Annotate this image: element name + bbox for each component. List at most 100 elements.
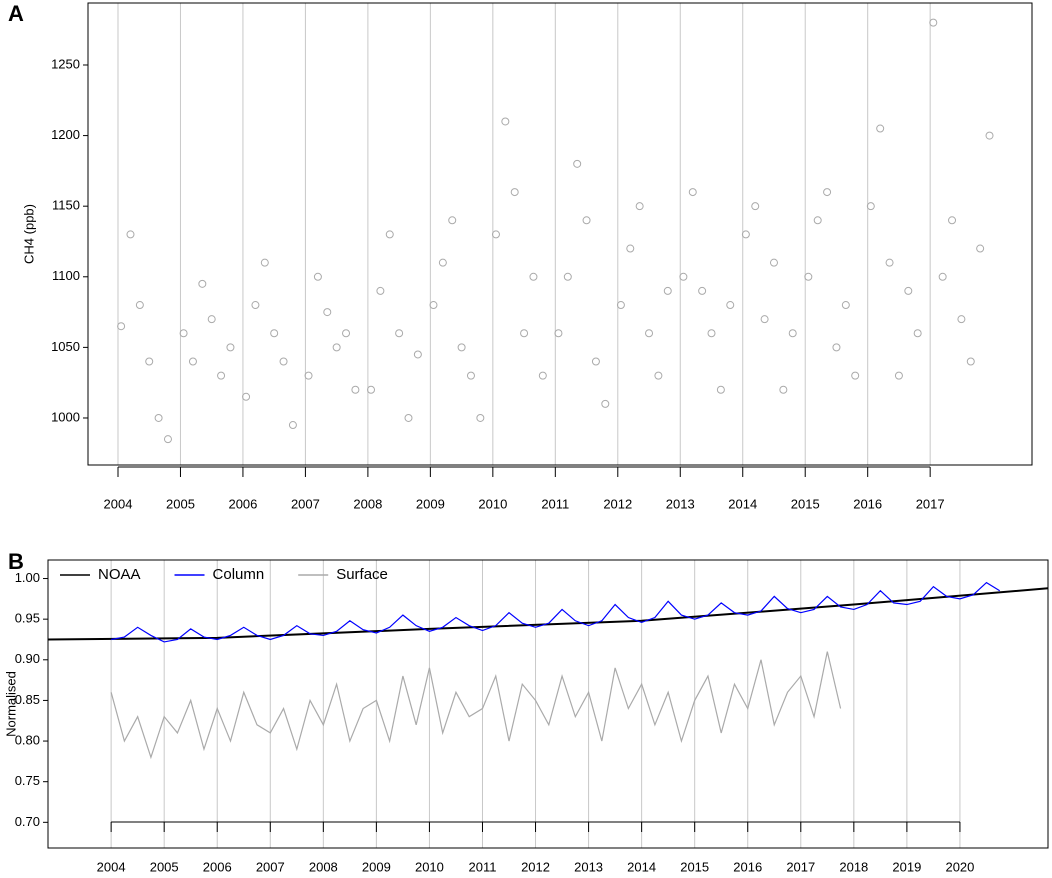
x-tick-label: 2007 [256, 859, 285, 874]
legend-label: NOAA [98, 566, 141, 583]
x-tick-label: 2010 [478, 496, 507, 511]
point [429, 301, 438, 310]
point [226, 343, 235, 352]
y-tick-label: 0.75 [15, 773, 40, 788]
point [260, 258, 269, 267]
x-tick-label: 2012 [603, 496, 632, 511]
point [601, 399, 610, 408]
point [198, 279, 207, 288]
x-tick-label: 2012 [521, 859, 550, 874]
point [313, 272, 322, 281]
point [126, 230, 135, 239]
point [270, 329, 279, 338]
point [554, 329, 563, 338]
point [654, 371, 663, 380]
point [163, 435, 172, 444]
point [688, 188, 697, 197]
point [635, 202, 644, 211]
point [288, 421, 297, 430]
point [726, 301, 735, 310]
point [679, 272, 688, 281]
point [145, 357, 154, 366]
point [448, 216, 457, 225]
point [573, 159, 582, 168]
x-tick-label: 2010 [415, 859, 444, 874]
point [626, 244, 635, 253]
point [948, 216, 957, 225]
point [663, 286, 672, 295]
x-tick-label: 2006 [203, 859, 232, 874]
panel-label: B [8, 549, 24, 574]
series-line [47, 587, 1049, 641]
x-tick-label: 2013 [574, 859, 603, 874]
point [563, 272, 572, 281]
point [591, 357, 600, 366]
point [813, 216, 822, 225]
x-tick-label: 2017 [786, 859, 815, 874]
point [779, 385, 788, 394]
point [367, 385, 376, 394]
series-line [111, 581, 1001, 643]
point [466, 371, 475, 380]
plot-frame [87, 2, 1033, 466]
point [529, 272, 538, 281]
point [376, 286, 385, 295]
point [716, 385, 725, 394]
point [985, 131, 994, 140]
y-tick-label: 1200 [51, 127, 80, 142]
point [698, 286, 707, 295]
x-tick-label: 2014 [627, 859, 656, 874]
point [885, 258, 894, 267]
point [976, 244, 985, 253]
point [788, 329, 797, 338]
y-axis-title: Normalised [3, 671, 18, 737]
x-tick-label: 2020 [945, 859, 974, 874]
point [510, 188, 519, 197]
point [582, 216, 591, 225]
y-tick-label: 1.00 [15, 570, 40, 585]
point [501, 117, 510, 126]
point [832, 343, 841, 352]
point [207, 315, 216, 324]
point [491, 230, 500, 239]
panel-label: A [8, 1, 24, 26]
x-tick-label: 2018 [839, 859, 868, 874]
point [135, 301, 144, 310]
point [823, 188, 832, 197]
plot-frame [47, 559, 1049, 849]
y-tick-label: 1100 [52, 268, 80, 283]
x-tick-label: 2013 [666, 496, 695, 511]
x-tick-label: 2009 [416, 496, 445, 511]
point [751, 202, 760, 211]
point [929, 18, 938, 27]
point [332, 343, 341, 352]
x-tick-label: 2015 [680, 859, 709, 874]
point [304, 371, 313, 380]
point [804, 272, 813, 281]
x-tick-label: 2014 [728, 496, 757, 511]
x-tick-label: 2005 [150, 859, 179, 874]
point [938, 272, 947, 281]
point [851, 371, 860, 380]
point [457, 343, 466, 352]
x-tick-label: 2005 [166, 496, 195, 511]
y-tick-label: 1250 [51, 56, 80, 71]
point [188, 357, 197, 366]
x-tick-label: 2019 [892, 859, 921, 874]
point [520, 329, 529, 338]
point [866, 202, 875, 211]
y-axis-title: CH4 (ppb) [21, 204, 36, 264]
point [117, 322, 126, 331]
legend-label: Surface [336, 566, 388, 583]
point [645, 329, 654, 338]
point [385, 230, 394, 239]
point [351, 385, 360, 394]
x-tick-label: 2007 [291, 496, 320, 511]
point [760, 315, 769, 324]
point [323, 308, 332, 317]
y-tick-label: 0.90 [15, 651, 40, 666]
point [913, 329, 922, 338]
point [876, 124, 885, 133]
point [404, 413, 413, 422]
